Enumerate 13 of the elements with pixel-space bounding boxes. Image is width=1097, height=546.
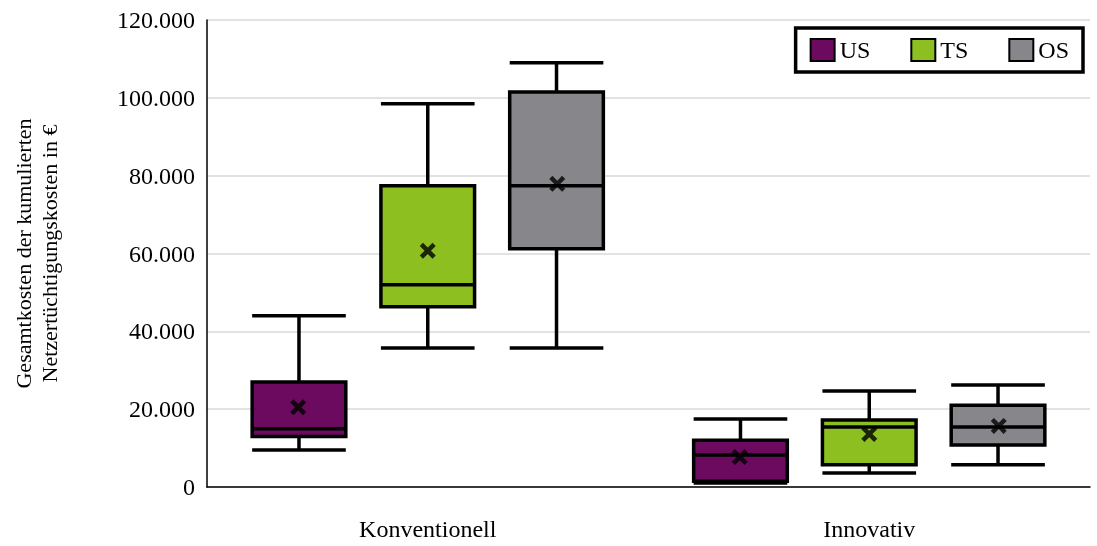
x-tick-label: Innovativ — [823, 516, 916, 542]
legend-label: TS — [940, 37, 969, 63]
y-tick-label: 120.000 — [117, 7, 195, 33]
y-axis-title: Gesamtkosten der kumulierten Netzertüchtigungskosten in € — [10, 118, 62, 389]
y-tick-label: 60.000 — [129, 240, 195, 267]
y-tick-label: 80.000 — [129, 162, 195, 189]
y-tick-label: 40.000 — [129, 318, 195, 345]
y-tick-label: 0 — [183, 474, 195, 500]
x-tick-label: Konventionell — [359, 516, 497, 542]
legend-label: OS — [1038, 37, 1070, 63]
y-tick-label: 100.000 — [117, 84, 195, 111]
legend-label: US — [839, 37, 871, 63]
y-tick-label: 20.000 — [129, 396, 195, 423]
